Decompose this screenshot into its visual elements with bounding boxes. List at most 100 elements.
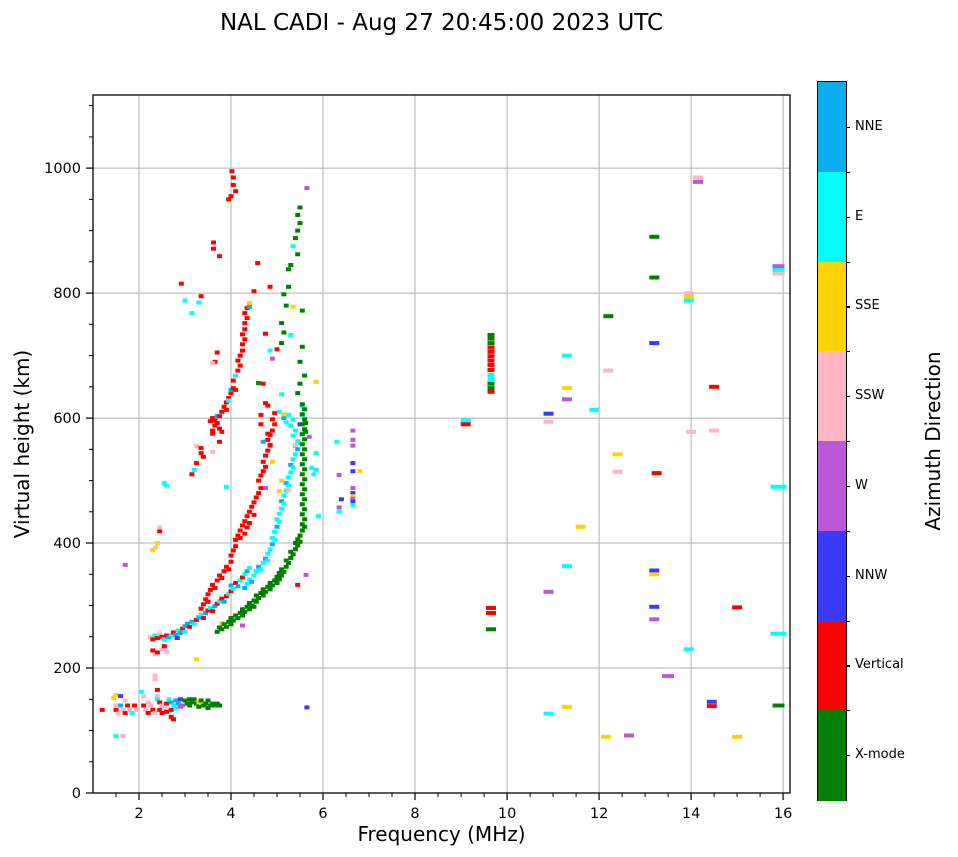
data-point <box>290 417 296 422</box>
data-point <box>229 169 235 174</box>
y-tick-label: 800 <box>53 286 81 302</box>
data-point <box>281 412 287 417</box>
data-point <box>244 525 250 530</box>
data-point <box>603 368 614 373</box>
data-point <box>303 429 309 434</box>
data-point <box>168 700 174 705</box>
data-point <box>267 348 273 353</box>
data-point <box>194 617 199 622</box>
data-point <box>118 703 124 708</box>
data-point <box>303 572 309 577</box>
data-point <box>178 281 184 286</box>
data-point <box>269 542 275 547</box>
data-point <box>290 465 296 470</box>
data-point <box>295 228 301 233</box>
data-point <box>297 533 303 538</box>
data-point <box>299 492 305 497</box>
colorbar-tick-label: Vertical <box>855 657 904 673</box>
data-point <box>242 572 248 577</box>
data-point <box>267 587 273 592</box>
data-point <box>283 420 289 425</box>
data-point <box>683 294 694 299</box>
data-point <box>205 592 211 597</box>
data-point <box>129 711 135 715</box>
data-point <box>302 457 308 462</box>
data-point <box>251 289 257 294</box>
data-point <box>217 426 222 431</box>
data-point <box>460 418 471 423</box>
data-point <box>256 478 262 483</box>
data-point <box>214 350 220 355</box>
data-point <box>246 521 252 525</box>
data-point <box>350 502 356 507</box>
data-point <box>302 467 308 472</box>
data-point <box>304 186 310 191</box>
data-point <box>263 486 268 491</box>
x-tick-label: 14 <box>682 806 700 822</box>
colorbar-minor-tick <box>846 351 850 353</box>
data-point <box>214 629 220 634</box>
data-point <box>230 548 236 553</box>
data-point <box>164 649 170 654</box>
data-point <box>154 636 160 640</box>
data-point <box>182 298 188 303</box>
data-point <box>276 409 282 414</box>
data-point <box>157 707 163 712</box>
data-point <box>624 733 634 738</box>
data-point <box>200 616 206 620</box>
data-point <box>246 566 252 570</box>
data-point <box>233 544 239 549</box>
data-point <box>246 509 252 514</box>
data-point <box>152 673 158 678</box>
data-point <box>288 470 294 475</box>
data-point <box>338 497 344 502</box>
data-point <box>292 442 298 447</box>
data-point <box>487 389 495 394</box>
data-point <box>219 409 225 414</box>
data-point <box>297 539 303 544</box>
data-point <box>487 336 495 341</box>
data-point <box>255 261 261 266</box>
data-point <box>487 349 495 354</box>
data-point <box>203 611 209 615</box>
data-point <box>260 593 266 598</box>
colorbar-segment-e <box>818 171 846 263</box>
data-point <box>256 381 262 386</box>
data-point <box>157 525 163 530</box>
data-point <box>683 291 694 296</box>
data-point <box>152 633 158 638</box>
data-point <box>173 632 179 637</box>
data-point <box>120 734 126 739</box>
data-point <box>182 629 188 634</box>
data-point <box>138 689 144 694</box>
x-tick-label: 4 <box>226 806 235 822</box>
data-point <box>281 292 287 297</box>
data-point <box>350 461 356 466</box>
data-point <box>274 524 280 529</box>
data-point <box>154 694 160 699</box>
data-point <box>210 361 216 366</box>
data-point <box>249 504 255 509</box>
data-point <box>302 417 308 422</box>
data-point <box>118 694 124 699</box>
data-point <box>263 464 268 469</box>
data-point <box>350 443 356 448</box>
data-point <box>297 381 303 386</box>
colorbar-tick <box>846 485 850 488</box>
data-point <box>686 429 697 434</box>
data-point <box>561 704 572 709</box>
data-point <box>246 607 252 612</box>
data-point <box>164 709 170 714</box>
data-point <box>203 701 209 706</box>
data-point <box>113 734 119 739</box>
data-point <box>543 419 554 424</box>
data-point <box>221 622 227 627</box>
data-point <box>649 604 660 609</box>
data-point <box>223 624 229 629</box>
x-tick-label: 8 <box>410 806 419 822</box>
data-point <box>217 439 222 444</box>
data-point <box>166 635 172 640</box>
data-point <box>226 197 232 202</box>
data-point <box>237 578 243 583</box>
